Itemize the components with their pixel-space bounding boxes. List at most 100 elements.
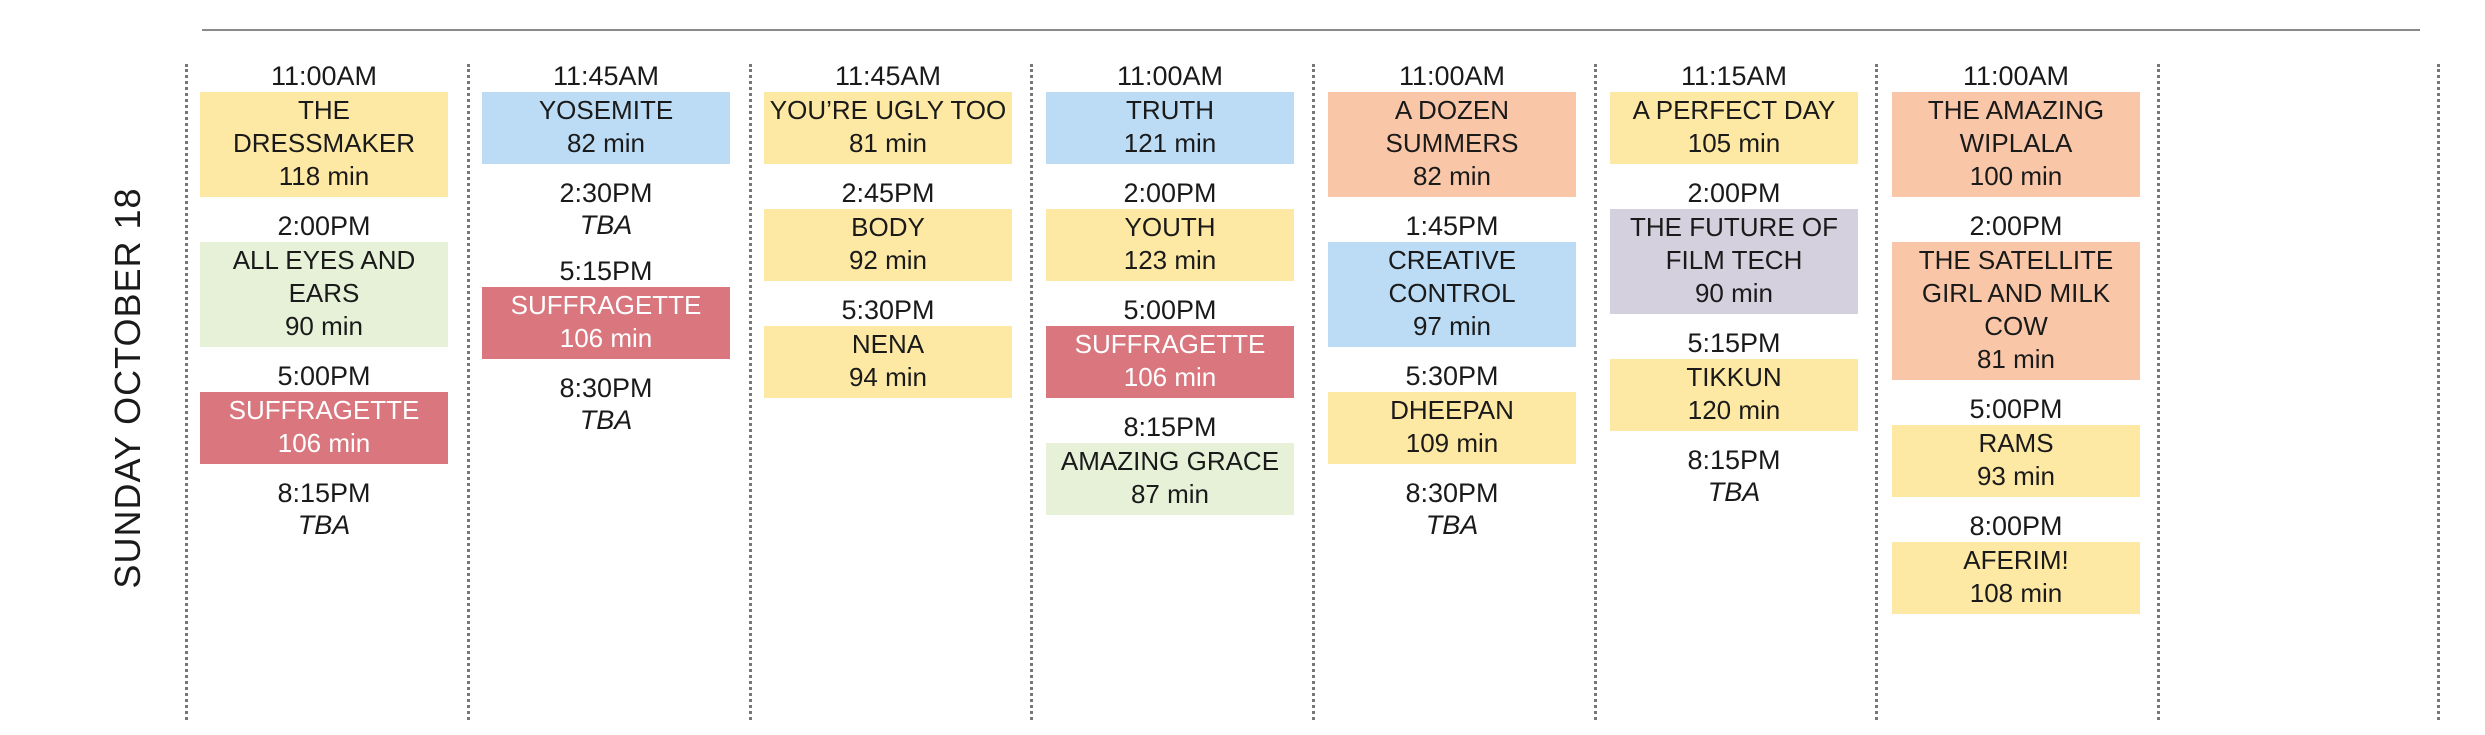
film-card[interactable]: TIKKUN 120 min — [1610, 359, 1858, 431]
film-card[interactable]: RAMS 93 min — [1892, 425, 2140, 497]
screening-slot: 5:00PM SUFFRAGETTE 106 min — [200, 360, 448, 464]
film-title: BODY — [851, 212, 925, 242]
film-duration: 108 min — [1969, 578, 2063, 608]
screening-time: 5:15PM — [559, 256, 653, 286]
screening-slot: 8:00PM AFERIM! 108 min — [1892, 510, 2140, 614]
screening-slot: 11:45AM YOSEMITE 82 min — [482, 60, 730, 164]
film-title: AFERIM! — [1963, 545, 2069, 575]
screening-time: 11:45AM — [552, 61, 660, 91]
screening-time: 11:45AM — [834, 61, 942, 91]
film-card[interactable]: SUFFRAGETTE 106 min — [200, 392, 448, 464]
screening-slot: 8:15PM TBA — [200, 477, 448, 542]
film-duration: 109 min — [1405, 428, 1499, 458]
film-card[interactable]: THE AMAZING WIPLALA 100 min — [1892, 92, 2140, 197]
film-duration: 106 min — [277, 428, 371, 458]
screening-slot: 11:00AM TRUTH 121 min — [1046, 60, 1294, 164]
screening-slot: 5:15PM TIKKUN 120 min — [1610, 327, 1858, 431]
screening-time: 11:00AM — [1116, 61, 1224, 91]
screening-slot: 1:45PM CREATIVE CONTROL 97 min — [1328, 210, 1576, 347]
film-duration: 92 min — [848, 245, 928, 275]
tba-label: TBA — [579, 405, 633, 435]
schedule-column: 11:45AM YOSEMITE 82 min 2:30PM TBA 5:15PM SUFF… — [482, 60, 730, 450]
screening-time: 2:45PM — [841, 178, 935, 208]
film-duration: 90 min — [1694, 278, 1774, 308]
schedule-column: 11:00AM THE AMAZING WIPLALA 100 min 2:00PM T… — [1892, 60, 2140, 627]
film-duration: 105 min — [1687, 128, 1781, 158]
film-title: THE AMAZING WIPLALA — [1927, 95, 2105, 158]
film-card[interactable]: BODY 92 min — [764, 209, 1012, 281]
screening-time: 5:30PM — [1405, 361, 1499, 391]
film-card[interactable]: A PERFECT DAY 105 min — [1610, 92, 1858, 164]
film-card[interactable]: CREATIVE CONTROL 97 min — [1328, 242, 1576, 347]
film-card[interactable]: AMAZING GRACE 87 min — [1046, 443, 1294, 515]
screening-slot: 11:45AM YOU’RE UGLY TOO 81 min — [764, 60, 1012, 164]
column-divider — [749, 64, 752, 720]
screening-slot: 8:15PM AMAZING GRACE 87 min — [1046, 411, 1294, 515]
film-duration: 82 min — [1412, 161, 1492, 191]
film-card[interactable]: YOUTH 123 min — [1046, 209, 1294, 281]
film-card[interactable]: SUFFRAGETTE 106 min — [482, 287, 730, 359]
film-card[interactable]: SUFFRAGETTE 106 min — [1046, 326, 1294, 398]
film-duration: 123 min — [1123, 245, 1217, 275]
screening-time: 5:00PM — [277, 361, 371, 391]
film-title: YOUTH — [1124, 212, 1216, 242]
film-duration: 87 min — [1130, 479, 1210, 509]
film-duration: 118 min — [278, 161, 370, 191]
film-title: SUFFRAGETTE — [510, 290, 702, 320]
film-title: YOU’RE UGLY TOO — [769, 95, 1007, 125]
film-title: AMAZING GRACE — [1060, 446, 1280, 476]
screening-slot: 8:30PM TBA — [482, 372, 730, 437]
schedule-column: 11:15AM A PERFECT DAY 105 min 2:00PM THE FUT… — [1610, 60, 1858, 522]
film-card[interactable]: THE FUTURE OF FILM TECH 90 min — [1610, 209, 1858, 314]
screening-time: 8:15PM — [277, 478, 371, 508]
tba-label: TBA — [297, 510, 351, 540]
screening-time: 2:00PM — [1969, 211, 2063, 241]
screening-slot: 11:00AM THE DRESSMAKER 118 min — [200, 60, 448, 197]
schedule-column: 11:45AM YOU’RE UGLY TOO 81 min 2:45PM BODY 92… — [764, 60, 1012, 411]
screening-time: 11:00AM — [270, 61, 378, 91]
film-title: TRUTH — [1125, 95, 1215, 125]
screening-slot: 5:30PM DHEEPAN 109 min — [1328, 360, 1576, 464]
column-divider — [467, 64, 470, 720]
film-title: ALL EYES AND EARS — [232, 245, 416, 308]
screening-slot: 2:00PM THE SATELLITE GIRL AND MILK COW 81 … — [1892, 210, 2140, 380]
screening-time: 8:15PM — [1687, 445, 1781, 475]
column-divider — [1030, 64, 1033, 720]
film-card[interactable]: YOU’RE UGLY TOO 81 min — [764, 92, 1012, 164]
schedule-column: 11:00AM THE DRESSMAKER 118 min 2:00PM ALL EY… — [200, 60, 448, 555]
screening-time: 8:00PM — [1969, 511, 2063, 541]
screening-slot: 5:00PM RAMS 93 min — [1892, 393, 2140, 497]
screening-time: 8:15PM — [1123, 412, 1217, 442]
film-duration: 106 min — [559, 323, 653, 353]
film-card[interactable]: THE SATELLITE GIRL AND MILK COW 81 min — [1892, 242, 2140, 380]
film-card[interactable]: DHEEPAN 109 min — [1328, 392, 1576, 464]
film-title: NENA — [851, 329, 925, 359]
screening-slot: 2:00PM ALL EYES AND EARS 90 min — [200, 210, 448, 347]
film-duration: 93 min — [1976, 461, 2056, 491]
film-duration: 81 min — [1976, 344, 2056, 374]
top-rule — [202, 29, 2420, 31]
film-card[interactable]: TRUTH 121 min — [1046, 92, 1294, 164]
film-card[interactable]: YOSEMITE 82 min — [482, 92, 730, 164]
screening-slot: 2:00PM THE FUTURE OF FILM TECH 90 min — [1610, 177, 1858, 314]
film-duration: 97 min — [1412, 311, 1492, 341]
screening-time: 5:00PM — [1123, 295, 1217, 325]
film-card[interactable]: THE DRESSMAKER 118 min — [200, 92, 448, 197]
film-title: RAMS — [1978, 428, 2054, 458]
film-card[interactable]: NENA 94 min — [764, 326, 1012, 398]
screening-slot: 2:45PM BODY 92 min — [764, 177, 1012, 281]
film-card[interactable]: AFERIM! 108 min — [1892, 542, 2140, 614]
column-divider — [1312, 64, 1315, 720]
screening-slot: 5:00PM SUFFRAGETTE 106 min — [1046, 294, 1294, 398]
film-card[interactable]: ALL EYES AND EARS 90 min — [200, 242, 448, 347]
film-title: TIKKUN — [1686, 362, 1782, 392]
screening-time: 2:30PM — [559, 178, 653, 208]
tba-label: TBA — [1707, 477, 1761, 507]
film-duration: 100 min — [1969, 161, 2063, 191]
film-card[interactable]: A DOZEN SUMMERS 82 min — [1328, 92, 1576, 197]
column-divider — [1875, 64, 1878, 720]
screening-slot: 5:30PM NENA 94 min — [764, 294, 1012, 398]
film-title: SUFFRAGETTE — [228, 395, 420, 425]
film-title: THE SATELLITE GIRL AND MILK COW — [1918, 245, 2114, 341]
column-divider — [2157, 64, 2160, 720]
